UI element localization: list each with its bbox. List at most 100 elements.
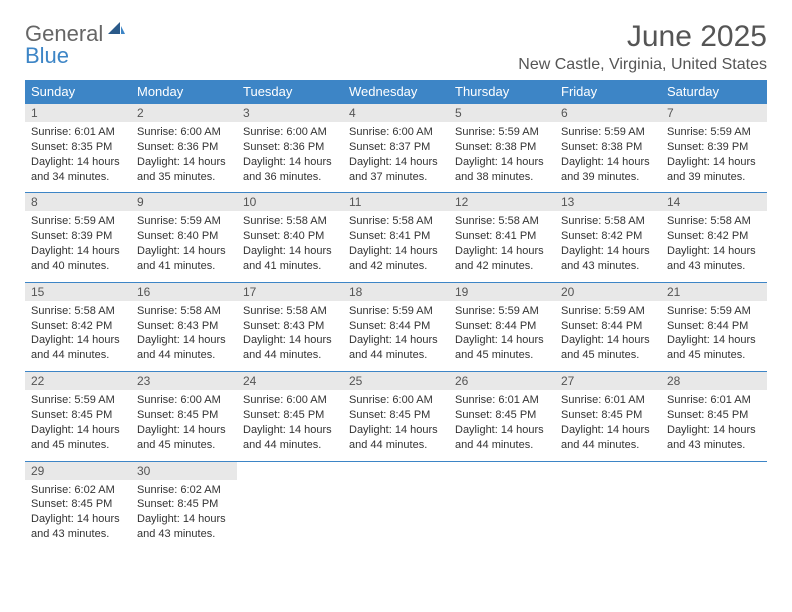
day-content: Sunrise: 6:00 AMSunset: 8:45 PMDaylight:… <box>237 390 343 460</box>
sunrise-line: Sunrise: 5:58 AM <box>137 304 231 319</box>
sunset-line: Sunset: 8:37 PM <box>349 140 443 155</box>
sunrise-line: Sunrise: 6:02 AM <box>31 483 125 498</box>
day-content: Sunrise: 5:58 AMSunset: 8:42 PMDaylight:… <box>661 211 767 281</box>
week-row: 8Sunrise: 5:59 AMSunset: 8:39 PMDaylight… <box>25 193 767 282</box>
sunset-line: Sunset: 8:42 PM <box>667 229 761 244</box>
day-cell: 21Sunrise: 5:59 AMSunset: 8:44 PMDayligh… <box>661 282 767 371</box>
day-cell: 23Sunrise: 6:00 AMSunset: 8:45 PMDayligh… <box>131 372 237 461</box>
day-content: Sunrise: 6:01 AMSunset: 8:45 PMDaylight:… <box>661 390 767 460</box>
daylight-line: Daylight: 14 hours and 43 minutes. <box>667 244 761 274</box>
daylight-line: Daylight: 14 hours and 43 minutes. <box>31 512 125 542</box>
sunset-line: Sunset: 8:44 PM <box>455 319 549 334</box>
day-cell: 25Sunrise: 6:00 AMSunset: 8:45 PMDayligh… <box>343 372 449 461</box>
day-content: Sunrise: 5:58 AMSunset: 8:42 PMDaylight:… <box>25 301 131 371</box>
sunrise-line: Sunrise: 5:59 AM <box>349 304 443 319</box>
day-number: 21 <box>661 283 767 301</box>
day-cell: 1Sunrise: 6:01 AMSunset: 8:35 PMDaylight… <box>25 104 131 193</box>
day-cell: 4Sunrise: 6:00 AMSunset: 8:37 PMDaylight… <box>343 104 449 193</box>
sunrise-line: Sunrise: 6:00 AM <box>137 393 231 408</box>
day-header-friday: Friday <box>555 80 661 104</box>
week-row: 15Sunrise: 5:58 AMSunset: 8:42 PMDayligh… <box>25 282 767 371</box>
day-number: 17 <box>237 283 343 301</box>
daylight-line: Daylight: 14 hours and 38 minutes. <box>455 155 549 185</box>
day-header-saturday: Saturday <box>661 80 767 104</box>
sunrise-line: Sunrise: 6:00 AM <box>137 125 231 140</box>
sunset-line: Sunset: 8:35 PM <box>31 140 125 155</box>
daylight-line: Daylight: 14 hours and 41 minutes. <box>137 244 231 274</box>
day-cell: 19Sunrise: 5:59 AMSunset: 8:44 PMDayligh… <box>449 282 555 371</box>
week-row: 29 Sunrise: 6:02 AMSunset: 8:45 PMDayligh… <box>25 461 767 550</box>
day-content: Sunrise: 6:00 AMSunset: 8:37 PMDaylight:… <box>343 122 449 192</box>
sunrise-line: Sunrise: 5:58 AM <box>561 214 655 229</box>
day-cell: 26Sunrise: 6:01 AMSunset: 8:45 PMDayligh… <box>449 372 555 461</box>
day-cell: 3Sunrise: 6:00 AMSunset: 8:36 PMDaylight… <box>237 104 343 193</box>
sunset-line: Sunset: 8:41 PM <box>455 229 549 244</box>
day-cell: 17Sunrise: 5:58 AMSunset: 8:43 PMDayligh… <box>237 282 343 371</box>
sunrise-line: Sunrise: 5:58 AM <box>349 214 443 229</box>
day-cell: 22Sunrise: 5:59 AMSunset: 8:45 PMDayligh… <box>25 372 131 461</box>
day-content: Sunrise: 5:59 AMSunset: 8:44 PMDaylight:… <box>555 301 661 371</box>
sunset-line: Sunset: 8:45 PM <box>667 408 761 423</box>
sunset-line: Sunset: 8:43 PM <box>137 319 231 334</box>
sunset-line: Sunset: 8:40 PM <box>137 229 231 244</box>
day-cell <box>555 461 661 550</box>
day-cell <box>661 461 767 550</box>
sunset-line: Sunset: 8:45 PM <box>31 497 125 512</box>
daylight-line: Daylight: 14 hours and 41 minutes. <box>243 244 337 274</box>
daylight-line: Daylight: 14 hours and 44 minutes. <box>349 333 443 363</box>
sunrise-line: Sunrise: 6:01 AM <box>455 393 549 408</box>
day-content: Sunrise: 6:00 AMSunset: 8:45 PMDaylight:… <box>131 390 237 460</box>
day-content: Sunrise: 5:59 AMSunset: 8:39 PMDaylight:… <box>25 211 131 281</box>
day-content: Sunrise: 5:59 AMSunset: 8:39 PMDaylight:… <box>661 122 767 192</box>
day-cell: 14Sunrise: 5:58 AMSunset: 8:42 PMDayligh… <box>661 193 767 282</box>
day-header-monday: Monday <box>131 80 237 104</box>
sunset-line: Sunset: 8:44 PM <box>667 319 761 334</box>
sunset-line: Sunset: 8:42 PM <box>561 229 655 244</box>
day-number: 10 <box>237 193 343 211</box>
daylight-line: Daylight: 14 hours and 44 minutes. <box>31 333 125 363</box>
daylight-line: Daylight: 14 hours and 44 minutes. <box>243 333 337 363</box>
daylight-line: Daylight: 14 hours and 37 minutes. <box>349 155 443 185</box>
day-cell: 10Sunrise: 5:58 AMSunset: 8:40 PMDayligh… <box>237 193 343 282</box>
day-number: 14 <box>661 193 767 211</box>
sunrise-line: Sunrise: 6:00 AM <box>243 125 337 140</box>
logo: General Blue <box>25 20 126 67</box>
daylight-line: Daylight: 14 hours and 34 minutes. <box>31 155 125 185</box>
day-cell: 13 Sunrise: 5:58 AMSunset: 8:42 PMDayligh… <box>555 193 661 282</box>
sunset-line: Sunset: 8:41 PM <box>349 229 443 244</box>
day-cell: 9Sunrise: 5:59 AMSunset: 8:40 PMDaylight… <box>131 193 237 282</box>
day-cell <box>343 461 449 550</box>
sunrise-line: Sunrise: 5:58 AM <box>243 304 337 319</box>
day-number: 23 <box>131 372 237 390</box>
day-number: 13 <box>555 193 661 211</box>
day-content: Sunrise: 5:58 AMSunset: 8:43 PMDaylight:… <box>237 301 343 371</box>
day-header-wednesday: Wednesday <box>343 80 449 104</box>
day-number: 2 <box>131 104 237 122</box>
sunset-line: Sunset: 8:45 PM <box>243 408 337 423</box>
daylight-line: Daylight: 14 hours and 35 minutes. <box>137 155 231 185</box>
day-cell: 18Sunrise: 5:59 AMSunset: 8:44 PMDayligh… <box>343 282 449 371</box>
daylight-line: Daylight: 14 hours and 43 minutes. <box>561 244 655 274</box>
day-content: Sunrise: 5:59 AMSunset: 8:44 PMDaylight:… <box>343 301 449 371</box>
day-content: Sunrise: 5:59 AMSunset: 8:44 PMDaylight:… <box>449 301 555 371</box>
day-cell: 5Sunrise: 5:59 AMSunset: 8:38 PMDaylight… <box>449 104 555 193</box>
sunset-line: Sunset: 8:43 PM <box>243 319 337 334</box>
day-number: 30 <box>131 462 237 480</box>
sunset-line: Sunset: 8:40 PM <box>243 229 337 244</box>
day-cell: 30Sunrise: 6:02 AMSunset: 8:45 PMDayligh… <box>131 461 237 550</box>
day-cell: 20Sunrise: 5:59 AMSunset: 8:44 PMDayligh… <box>555 282 661 371</box>
day-number: 28 <box>661 372 767 390</box>
day-cell: 15Sunrise: 5:58 AMSunset: 8:42 PMDayligh… <box>25 282 131 371</box>
sunrise-line: Sunrise: 6:00 AM <box>349 393 443 408</box>
logo-text-blue: Blue <box>25 43 69 68</box>
sunrise-line: Sunrise: 6:00 AM <box>243 393 337 408</box>
day-content: Sunrise: 5:58 AMSunset: 8:41 PMDaylight:… <box>449 211 555 281</box>
day-number: 29 <box>25 462 131 480</box>
day-number: 24 <box>237 372 343 390</box>
daylight-line: Daylight: 14 hours and 39 minutes. <box>667 155 761 185</box>
day-cell <box>449 461 555 550</box>
daylight-line: Daylight: 14 hours and 45 minutes. <box>455 333 549 363</box>
daylight-line: Daylight: 14 hours and 44 minutes. <box>455 423 549 453</box>
daylight-line: Daylight: 14 hours and 44 minutes. <box>561 423 655 453</box>
day-number: 7 <box>661 104 767 122</box>
